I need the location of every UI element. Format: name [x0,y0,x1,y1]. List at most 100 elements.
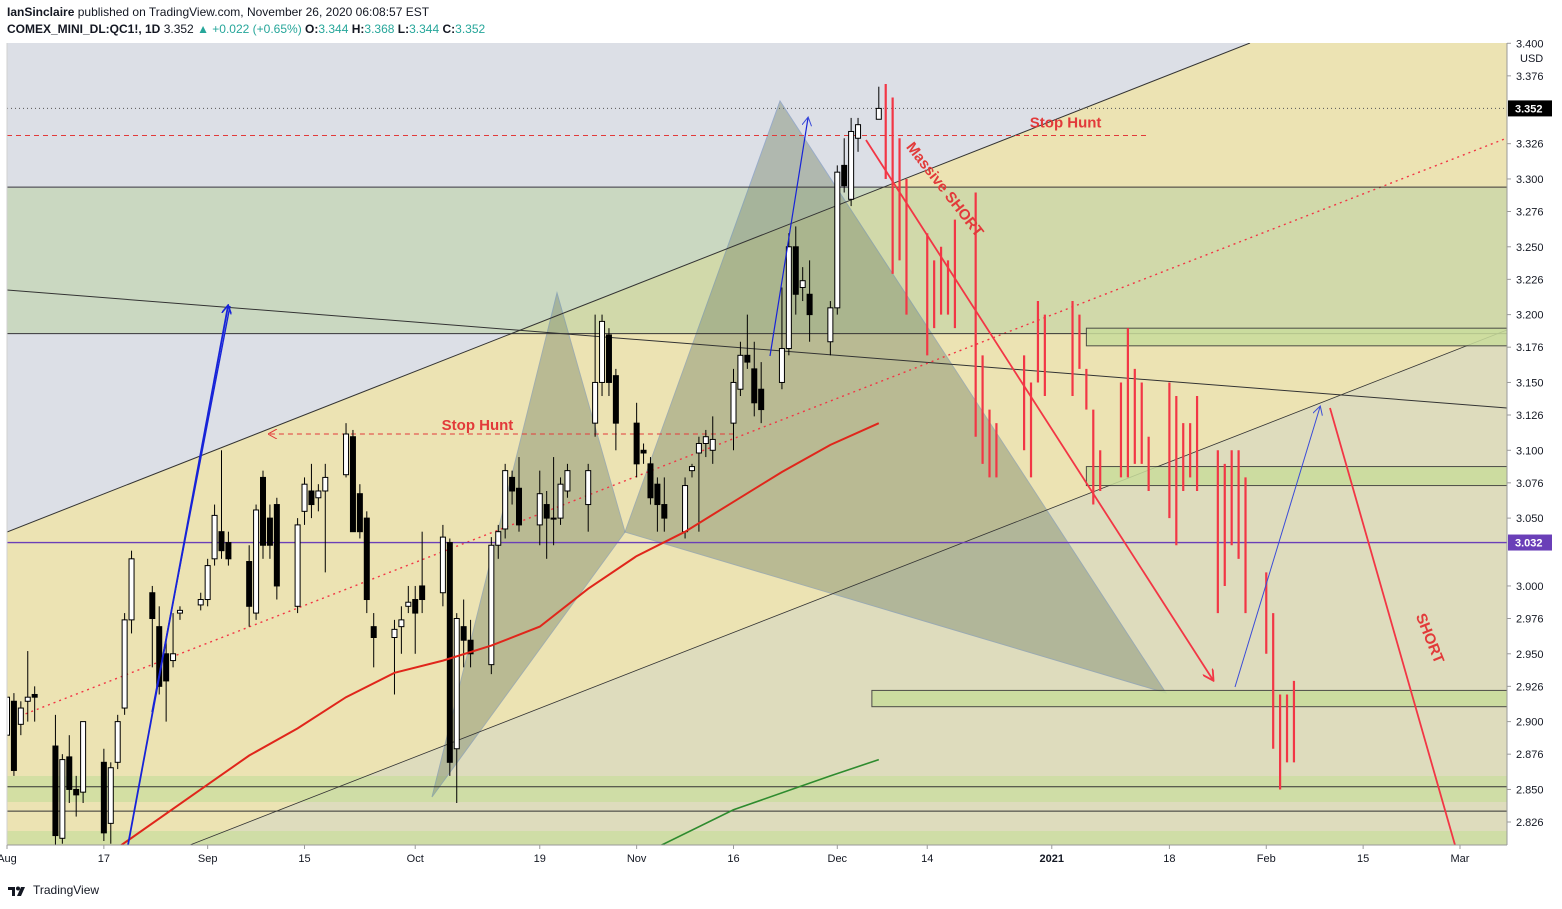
candle-bull [315,490,322,499]
ohlc-legend: COMEX_MINI_DL:QC1!, 1D 3.352 ▲ +0.022 (+… [7,22,485,36]
candle-bull [488,544,495,666]
candle-bull [7,696,10,736]
candle-bull [211,514,218,560]
price-tick-label: 3.226 [1516,274,1544,286]
price-tick-label: 3.000 [1516,581,1544,593]
candle-bear [516,487,523,526]
candle-bull [398,619,405,628]
candle-bear [218,531,225,552]
candle-bear [260,476,267,546]
time-tick-label: 18 [1163,853,1175,865]
candle-bull [682,485,689,533]
open-value: 3.344 [318,22,349,36]
candle-bear [806,293,813,316]
blue-arrow-line [151,305,231,713]
candle-bull [702,436,709,445]
symbol-label[interactable]: COMEX_MINI_DL:QC1!, 1D [7,22,161,36]
candle-bear [31,693,38,698]
candle-bull [585,470,592,506]
candle-bull [599,320,606,383]
candle-bear [356,493,363,533]
candle-bear [163,653,170,682]
candle-bear [605,334,612,383]
candle-bear [52,745,59,837]
candle-bear [149,592,156,620]
price-tick-label: 3.400 [1516,38,1544,50]
price-tick-label: 3.076 [1516,478,1544,490]
candle-bull [391,628,398,639]
last-price: 3.352 [163,22,194,36]
descending-trendline [7,289,1507,409]
author-name[interactable]: IanSinclaire [7,5,75,19]
chart-footer: TradingView [0,873,1562,909]
candle-bear [543,504,550,519]
candle-bull [322,476,329,492]
candle-bull [59,759,66,839]
price-tick-label: 3.200 [1516,310,1544,322]
candle-bear [73,788,80,796]
red-arrow-massive-short [865,139,1213,680]
candle-bull [405,601,412,607]
price-tick-label: 2.950 [1516,649,1544,661]
time-tick-label: Mar [1451,853,1470,865]
harmonic-leg-2 [624,99,1168,694]
annotation-text: Stop Hunt [442,417,514,434]
candle-bear [751,368,758,404]
channel-lower-line [189,329,1507,845]
channel-upper-line [7,43,1251,533]
candle-bull [107,767,114,824]
candle-bear [792,246,799,295]
candle-bull [80,721,87,793]
price-tick-label: 2.850 [1516,784,1544,796]
candle-bull [848,130,855,200]
price-label-box [1508,100,1552,117]
price-scale-bg [1508,43,1562,845]
price-tick-label: 2.826 [1516,817,1544,829]
candle-bull [695,443,702,454]
zone-box [871,689,1507,708]
price-tick-label: 3.150 [1516,377,1544,389]
candle-bear [370,626,377,639]
candle-bull [827,307,834,343]
blue-arrow-projection [1234,407,1320,688]
candle-bull [709,438,716,451]
price-label-box [1508,534,1552,551]
candle-bull [855,124,862,139]
drawing-layer [7,43,1507,845]
time-tick-label: 2021 [1040,853,1064,865]
candle-bear [654,483,661,506]
candle-bull [550,517,557,520]
candle-bear [841,164,848,187]
price-tick-label: 3.300 [1516,174,1544,186]
candle-bear [640,449,647,454]
price-scale[interactable]: 3.400 3.376 3.326 3.300 3.276 3.250 3.226 3.200… [1507,38,1562,845]
candle-bull [176,609,183,614]
candle-bull [439,536,446,594]
zone-box [1085,466,1507,487]
candle-bull [592,381,599,424]
time-tick-label: 16 [727,853,739,865]
close-label: C: [442,22,456,36]
candle-bull [799,280,806,288]
price-tick-label: 2.976 [1516,614,1544,626]
candle-bull [253,509,260,614]
candle-bull [536,493,543,526]
candle-bull [121,619,128,709]
price-tick-label: 2.876 [1516,749,1544,761]
currency-label: USD [1520,53,1543,65]
tradingview-icon [7,883,27,897]
candle-bull [128,558,135,621]
candle-bear [460,626,467,641]
candle-bull [114,721,121,763]
price-tick-label: 2.900 [1516,717,1544,729]
moving-average-red [119,422,880,845]
tradingview-logo[interactable]: TradingView [7,883,99,897]
candle-bull [24,696,31,702]
candle-bull [495,531,502,546]
price-label: 3.032 [1515,538,1543,550]
candle-bear [266,517,273,546]
time-scale[interactable]: Aug 17 Sep 15 Oct 19 Nov 16 Dec 14 2021 18 Feb 15 Mar [0,845,1470,865]
support-band [7,776,1507,802]
time-tick-label: Sep [198,853,218,865]
